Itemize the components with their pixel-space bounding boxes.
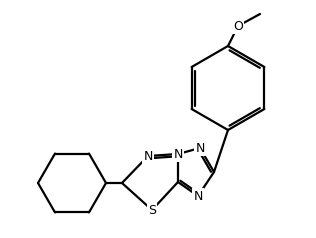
Text: N: N bbox=[195, 142, 205, 154]
Text: O: O bbox=[233, 20, 243, 33]
Text: N: N bbox=[193, 189, 203, 203]
Text: N: N bbox=[143, 149, 153, 163]
Text: N: N bbox=[173, 148, 183, 160]
Text: S: S bbox=[148, 203, 156, 217]
